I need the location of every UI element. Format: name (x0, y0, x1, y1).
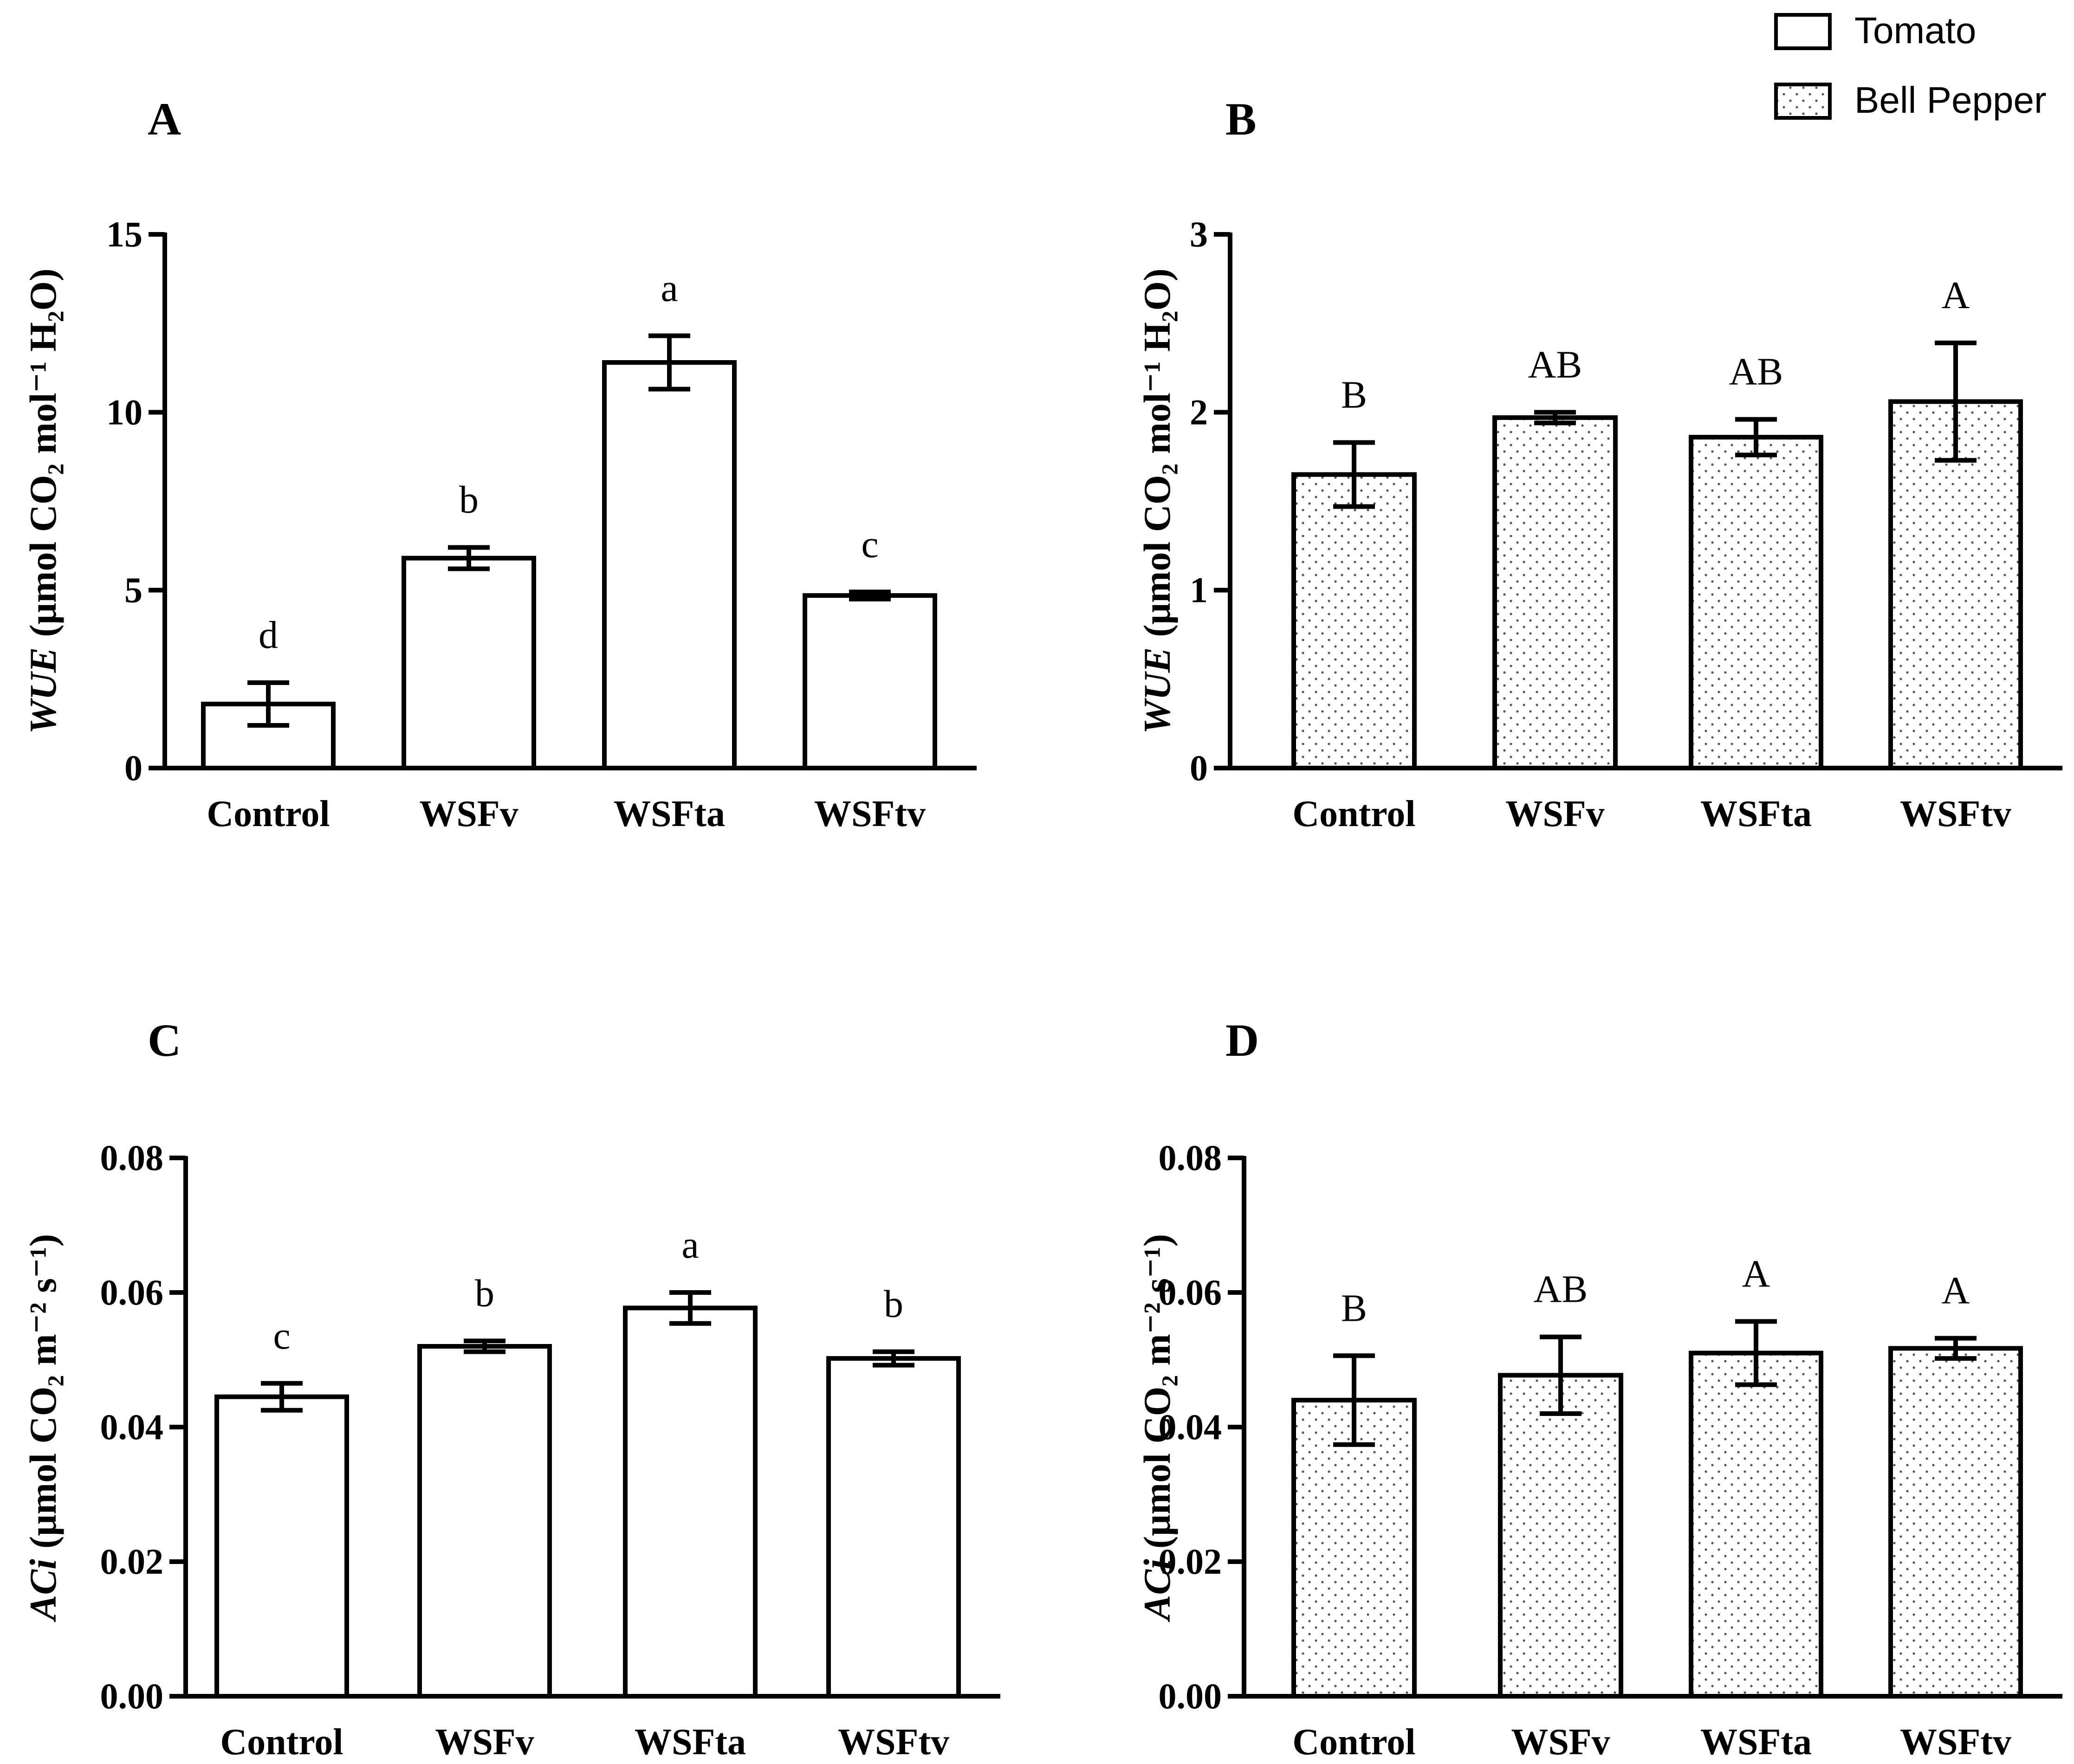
significance-letter: b (884, 1283, 903, 1326)
bar (1689, 1350, 1823, 1699)
bar (214, 1394, 349, 1699)
significance-letter: A (1742, 1252, 1770, 1295)
significance-letter: A (1942, 1269, 1970, 1312)
x-tick-label: Control (207, 794, 330, 834)
legend-swatch-tomato (1774, 13, 1832, 50)
y-axis-unit: (μmol CO₂ m⁻² s⁻¹) (1136, 1234, 1178, 1549)
bar (1888, 399, 2023, 770)
x-tick-label: Control (220, 1722, 343, 1763)
y-tick-label: 0.08 (100, 1137, 164, 1178)
bar (402, 556, 536, 770)
y-axis-variable: WUE (1136, 647, 1178, 734)
panel-d: D 0.00 0.02 0.04 0.06 0.08 ACi (μmol CO₂ m⁻² s⁻… (1136, 1014, 2062, 1763)
y-tick-label: 10 (106, 392, 143, 432)
bar (602, 360, 737, 770)
y-axis-variable: WUE (22, 647, 64, 734)
x-tick-label: WSFta (1700, 1722, 1812, 1763)
y-axis-title: ACi (μmol CO₂ m⁻² s⁻¹) (1136, 1234, 1178, 1622)
significance-letter: c (273, 1314, 290, 1357)
legend: Tomato Bell Pepper (1774, 10, 2047, 121)
legend-swatch-bell-pepper (1774, 83, 1832, 120)
significance-letter: A (1942, 274, 1970, 317)
y-tick-label: 0.06 (100, 1272, 164, 1312)
significance-letter: a (681, 1223, 699, 1266)
significance-letter: b (459, 478, 479, 522)
significance-letter: B (1341, 374, 1367, 417)
legend-label-bell-pepper: Bell Pepper (1854, 79, 2047, 121)
x-tick-label: WSFv (435, 1722, 534, 1763)
panel-b: B 0 1 2 3 WUE (μmol CO₂ mol⁻¹ H₂O) B Control AB WS… (1136, 93, 2062, 834)
y-axis-unit: (μmol CO₂ mol⁻¹ H₂O) (22, 268, 64, 637)
panel-label: C (148, 1014, 181, 1066)
y-tick-label: 1 (1190, 570, 1208, 610)
y-axis-title: WUE (μmol CO₂ mol⁻¹ H₂O) (22, 268, 64, 734)
legend-item-bell-pepper: Bell Pepper (1774, 79, 2047, 121)
y-tick-label: 2 (1190, 392, 1208, 432)
significance-letter: AB (1534, 1268, 1588, 1311)
panel-label: A (148, 93, 181, 145)
x-tick-label: WSFv (1505, 794, 1604, 834)
legend-label-tomato: Tomato (1854, 10, 1976, 51)
x-tick-label: WSFtv (1900, 794, 2011, 834)
x-tick-label: WSFta (635, 1722, 746, 1763)
x-tick-label: WSFta (1700, 794, 1812, 834)
y-tick-label: 3 (1190, 214, 1208, 254)
y-axis-title: ACi (μmol CO₂ m⁻² s⁻¹) (22, 1234, 64, 1622)
bar (1498, 1373, 1623, 1699)
bar (826, 1356, 961, 1699)
x-tick-label: Control (1292, 1722, 1415, 1763)
significance-letter: AB (1528, 343, 1582, 386)
bar (417, 1344, 552, 1699)
bar (1689, 435, 1823, 770)
bar (623, 1305, 758, 1699)
y-tick-label: 0.02 (1159, 1541, 1222, 1582)
y-tick-label: 5 (124, 570, 143, 610)
significance-letter: c (861, 523, 878, 566)
significance-letter: b (475, 1272, 494, 1315)
x-tick-label: WSFtv (1900, 1722, 2011, 1763)
x-tick-label: WSFv (419, 794, 518, 834)
bar (1492, 415, 1618, 770)
x-tick-label: WSFta (614, 794, 725, 834)
y-tick-label: 0.00 (1159, 1676, 1222, 1716)
y-axis-unit: (μmol CO₂ mol⁻¹ H₂O) (1136, 268, 1178, 637)
y-tick-label: 0 (124, 748, 143, 788)
panel-label: D (1225, 1014, 1259, 1066)
panel-a: A 0 5 10 15 WUE (μmol CO₂ mol⁻¹ H₂O) d Control b W… (22, 93, 977, 834)
significance-letter: d (259, 614, 278, 657)
significance-letter: B (1341, 1286, 1367, 1330)
y-axis-title: WUE (μmol CO₂ mol⁻¹ H₂O) (1136, 268, 1178, 734)
legend-item-tomato: Tomato (1774, 10, 1976, 51)
y-tick-label: 0.00 (100, 1676, 164, 1716)
x-tick-label: WSFtv (814, 794, 926, 834)
significance-letter: a (661, 267, 678, 310)
significance-letter: AB (1729, 350, 1783, 394)
y-tick-label: 0.08 (1159, 1137, 1222, 1178)
y-tick-label: 15 (106, 214, 143, 254)
bar (1291, 472, 1417, 770)
panel-c: C 0.00 0.02 0.04 0.06 0.08 ACi (μmol CO₂ m⁻² s⁻… (22, 1014, 1000, 1763)
y-tick-label: 0.04 (100, 1407, 164, 1447)
bar (1888, 1346, 2023, 1699)
y-axis-variable: ACi (22, 1559, 64, 1622)
y-tick-label: 0.04 (1159, 1407, 1222, 1447)
y-tick-label: 0 (1190, 748, 1208, 788)
y-tick-label: 0.06 (1159, 1272, 1222, 1312)
x-tick-label: Control (1292, 794, 1415, 834)
y-axis-variable: ACi (1136, 1559, 1178, 1622)
y-tick-label: 0.02 (100, 1541, 164, 1582)
bar (803, 593, 937, 770)
x-tick-label: WSFv (1511, 1722, 1610, 1763)
panel-label: B (1225, 93, 1257, 145)
y-axis-unit: (μmol CO₂ m⁻² s⁻¹) (22, 1234, 64, 1549)
x-tick-label: WSFtv (838, 1722, 949, 1763)
